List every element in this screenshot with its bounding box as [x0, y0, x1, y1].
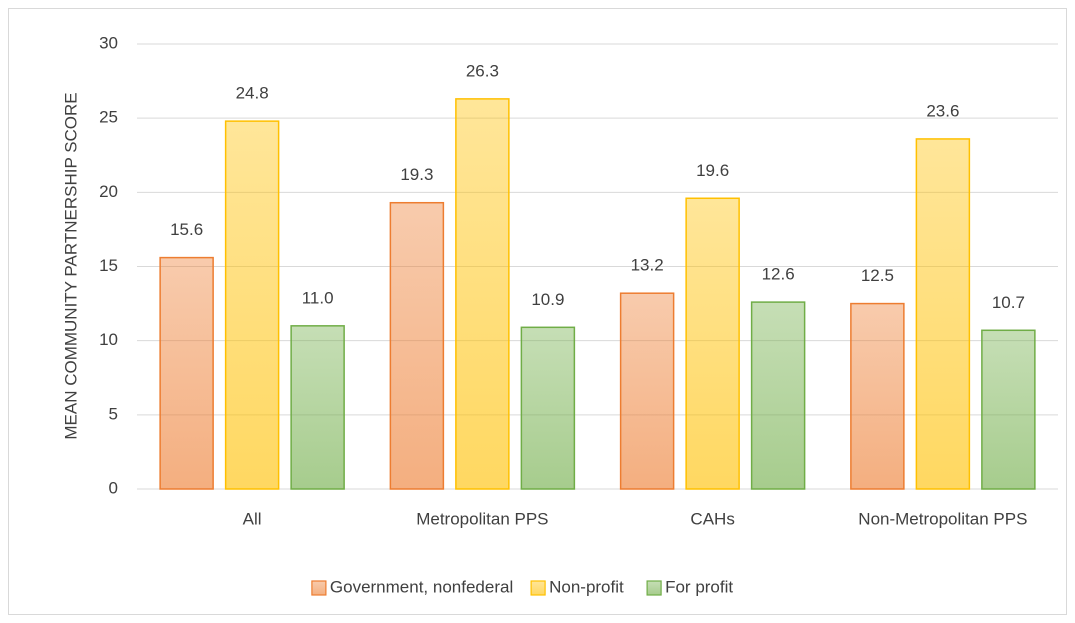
y-axis-label: MEAN COMMUNITY PARTNERSHIP SCORE	[61, 92, 80, 439]
bar	[850, 302, 905, 490]
y-tick-label: 5	[109, 404, 118, 423]
data-label: 11.0	[302, 288, 334, 307]
y-tick-label: 0	[109, 478, 118, 497]
legend-label: Government, nonfederal	[330, 577, 513, 596]
data-label: 24.8	[236, 84, 269, 103]
data-label: 26.3	[466, 61, 499, 80]
x-tick-label: CAHs	[690, 509, 734, 528]
y-tick-label: 30	[99, 33, 118, 52]
x-tick-label: Non-Metropolitan PPS	[858, 509, 1027, 528]
data-label: 19.3	[400, 165, 433, 184]
bar	[981, 329, 1036, 490]
data-label: 12.6	[762, 265, 795, 284]
y-tick-label: 25	[99, 108, 118, 127]
legend-swatch	[646, 580, 662, 596]
legend-label: For profit	[665, 577, 733, 596]
legend-swatch	[311, 580, 327, 596]
bar	[685, 197, 740, 490]
data-label: 10.9	[531, 290, 564, 309]
bar	[159, 256, 214, 490]
bar	[224, 120, 280, 490]
y-tick-label: 20	[99, 182, 118, 201]
y-tick-label: 10	[99, 330, 118, 349]
data-label: 12.5	[861, 266, 894, 285]
data-label: 23.6	[926, 101, 959, 120]
legend-label: Non-profit	[549, 577, 624, 596]
bar	[750, 301, 806, 490]
data-label: 19.6	[696, 161, 729, 180]
x-tick-label: Metropolitan PPS	[416, 509, 548, 528]
data-label: 13.2	[631, 256, 664, 275]
bar	[915, 138, 971, 490]
x-tick-label: All	[243, 509, 262, 528]
bar	[290, 325, 345, 490]
legend-swatch	[530, 580, 546, 596]
bar	[455, 98, 510, 490]
bar	[619, 292, 675, 490]
y-tick-label: 15	[99, 256, 118, 275]
bar	[520, 326, 576, 490]
bar	[389, 201, 445, 490]
data-label: 15.6	[170, 220, 203, 239]
data-label: 10.7	[992, 293, 1025, 312]
